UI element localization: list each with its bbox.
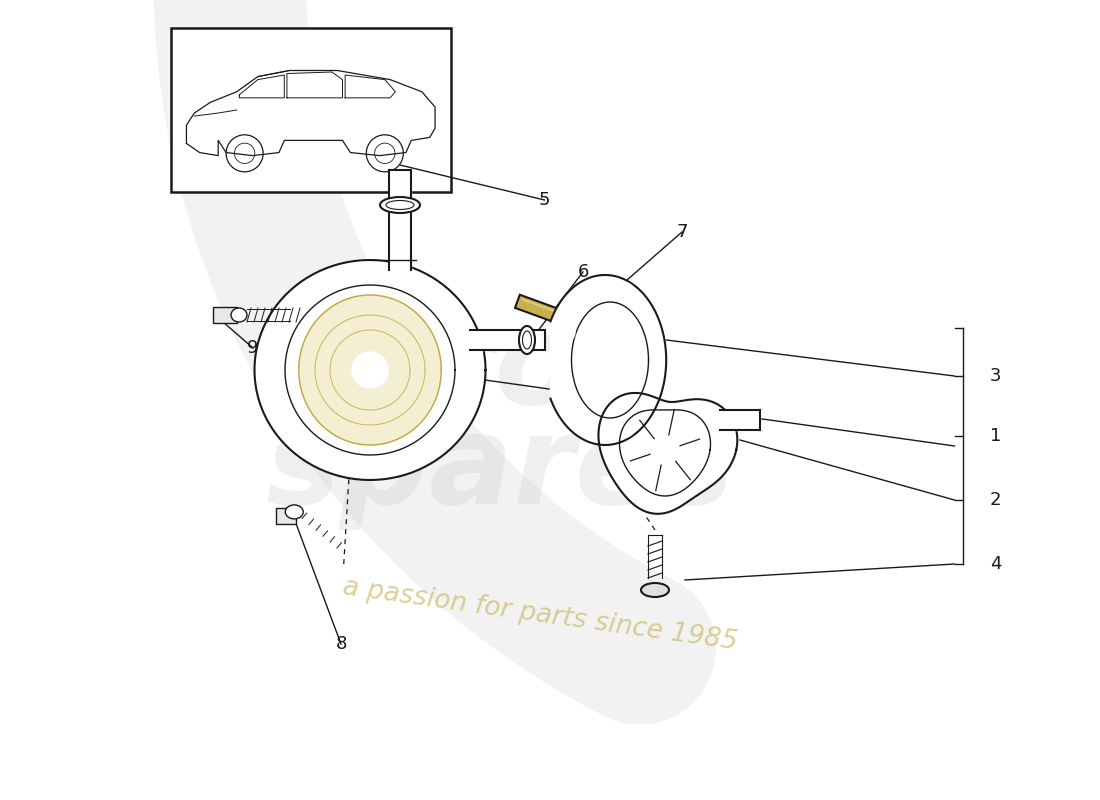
Circle shape <box>617 422 634 438</box>
Ellipse shape <box>379 197 420 213</box>
Polygon shape <box>550 275 667 445</box>
Polygon shape <box>299 295 441 445</box>
Text: 8: 8 <box>336 635 346 653</box>
Text: a passion for parts since 1985: a passion for parts since 1985 <box>341 574 739 655</box>
Polygon shape <box>720 410 760 430</box>
Polygon shape <box>389 170 411 270</box>
Text: 7: 7 <box>676 223 688 241</box>
Ellipse shape <box>641 583 669 597</box>
Text: 5: 5 <box>539 191 550 209</box>
Text: 6: 6 <box>578 263 588 281</box>
Text: 2: 2 <box>990 491 1001 509</box>
Circle shape <box>651 436 679 464</box>
Ellipse shape <box>231 308 248 322</box>
Bar <box>170 28 451 192</box>
Polygon shape <box>254 260 485 480</box>
Text: euro: euro <box>260 310 581 430</box>
FancyBboxPatch shape <box>213 307 236 323</box>
Circle shape <box>352 352 388 388</box>
Polygon shape <box>470 330 544 350</box>
Ellipse shape <box>386 201 414 210</box>
Ellipse shape <box>519 326 535 354</box>
Text: 9: 9 <box>248 339 258 357</box>
Text: 4: 4 <box>990 555 1001 573</box>
Text: 1: 1 <box>990 427 1001 445</box>
Circle shape <box>559 325 575 341</box>
Circle shape <box>617 282 634 298</box>
Text: spares: spares <box>265 410 735 530</box>
Polygon shape <box>515 294 595 335</box>
FancyBboxPatch shape <box>276 508 296 524</box>
Polygon shape <box>598 393 737 514</box>
Ellipse shape <box>285 505 304 519</box>
Ellipse shape <box>522 331 531 349</box>
Text: 3: 3 <box>990 367 1001 385</box>
